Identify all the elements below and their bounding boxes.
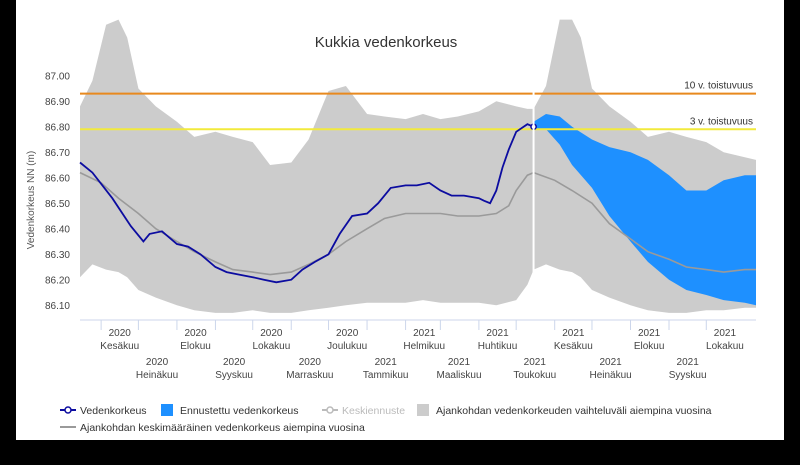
x-tick-month: Heinäkuu xyxy=(589,370,631,381)
legend-item[interactable]: Keskiennuste xyxy=(322,405,405,417)
y-tick-label: 86.80 xyxy=(45,122,70,133)
y-tick-label: 86.60 xyxy=(45,173,70,184)
y-tick-label: 86.20 xyxy=(45,275,70,286)
x-tick-year: 2020 xyxy=(299,357,322,368)
x-tick-year: 2020 xyxy=(223,357,246,368)
x-tick-month: Tammikuu xyxy=(363,370,409,381)
x-tick-year: 2021 xyxy=(486,328,509,339)
plotline-label: 10 v. toistuvuus xyxy=(684,81,753,92)
chart-title: Kukkia vedenkorkeus xyxy=(315,34,458,51)
x-tick-year: 2020 xyxy=(336,328,359,339)
x-tick-month: Heinäkuu xyxy=(136,370,178,381)
plotline-label: 3 v. toistuvuus xyxy=(690,116,753,127)
legend-box-symbol xyxy=(417,404,429,416)
x-tick-year: 2021 xyxy=(677,357,700,368)
x-tick-month: Kesäkuu xyxy=(554,341,593,352)
y-tick-label: 86.70 xyxy=(45,148,70,159)
x-tick-year: 2021 xyxy=(448,357,471,368)
y-tick-label: 86.90 xyxy=(45,97,70,108)
legend-label: Ajankohdan keskimääräinen vedenkorkeus a… xyxy=(80,422,365,434)
legend[interactable]: Vedenkorkeus Ennustettu vedenkorkeus Keski… xyxy=(60,404,712,434)
y-axis: 86.10 86.20 86.30 86.40 86.50 86.60 86.70 86.80… xyxy=(45,71,70,312)
y-tick-label: 86.40 xyxy=(45,224,70,235)
x-tick-year: 2020 xyxy=(146,357,169,368)
x-tick-month: Syyskuu xyxy=(669,370,707,381)
x-tick-year: 2021 xyxy=(599,357,622,368)
plotline-layer: 10 v. toistuvuus 3 v. toistuvuus xyxy=(80,81,756,131)
legend-dot-symbol xyxy=(64,406,72,414)
x-tick-month: Joulukuu xyxy=(327,341,367,352)
x-tick-year: 2020 xyxy=(184,328,207,339)
legend-item[interactable]: Ajankohdan vedenkorkeuden vaihteluväli a… xyxy=(417,404,712,417)
x-tick-month: Toukokuu xyxy=(513,370,556,381)
x-tick-year: 2021 xyxy=(638,328,661,339)
y-tick-label: 86.50 xyxy=(45,199,70,210)
legend-item[interactable]: Ennustettu vedenkorkeus xyxy=(161,404,299,417)
x-tick-month: Huhtikuu xyxy=(478,341,517,352)
x-tick-year: 2021 xyxy=(375,357,398,368)
y-tick-label: 86.10 xyxy=(45,301,70,312)
legend-box-symbol xyxy=(161,404,173,416)
x-axis: 2020 Kesäkuu 2020 Heinäkuu 2020 Elokuu 2020 Syy… xyxy=(80,319,756,381)
x-tick-year: 2020 xyxy=(260,328,283,339)
x-tick-month: Helmikuu xyxy=(403,341,445,352)
legend-label: Vedenkorkeus xyxy=(80,405,147,417)
x-tick-month: Lokakuu xyxy=(706,341,744,352)
forecast-layer xyxy=(533,114,756,306)
x-tick-year: 2021 xyxy=(524,357,547,368)
x-tick-month: Maaliskuu xyxy=(436,370,481,381)
forecast-band-area xyxy=(533,114,756,306)
x-tick-month: Syyskuu xyxy=(215,370,253,381)
water-level-line xyxy=(79,123,534,284)
x-tick-year: 2021 xyxy=(714,328,737,339)
x-tick-month: Lokakuu xyxy=(252,341,290,352)
x-tick-month: Kesäkuu xyxy=(100,341,139,352)
y-axis-label: Vedenkorkeus NN (m) xyxy=(26,151,37,249)
x-tick-year: 2021 xyxy=(562,328,585,339)
y-tick-label: 86.30 xyxy=(45,250,70,261)
legend-dot-symbol xyxy=(326,406,334,414)
legend-item[interactable]: Ajankohdan keskimääräinen vedenkorkeus a… xyxy=(60,422,365,434)
x-tick-month: Elokuu xyxy=(180,341,211,352)
x-tick-month: Elokuu xyxy=(634,341,665,352)
x-tick-month: Marraskuu xyxy=(286,370,333,381)
legend-label: Ennustettu vedenkorkeus xyxy=(180,405,299,417)
x-tick-year: 2020 xyxy=(109,328,132,339)
legend-label: Ajankohdan vedenkorkeuden vaihteluväli a… xyxy=(436,405,712,417)
legend-label: Keskiennuste xyxy=(342,405,405,417)
x-tick-year: 2021 xyxy=(413,328,436,339)
y-tick-label: 87.00 xyxy=(45,71,70,82)
legend-item[interactable]: Vedenkorkeus xyxy=(60,405,147,417)
